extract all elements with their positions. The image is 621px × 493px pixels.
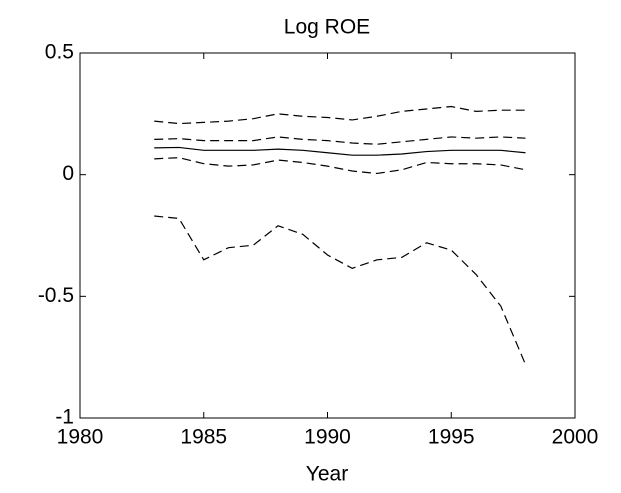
chart-title: Log ROE xyxy=(284,16,370,39)
x-tick-label: 1985 xyxy=(180,426,227,449)
x-tick-label: 1990 xyxy=(304,426,351,449)
data-line xyxy=(154,215,527,365)
x-tick-label: 2000 xyxy=(552,426,599,449)
data-line xyxy=(154,146,526,156)
y-tick-label: -1 xyxy=(55,406,74,429)
axes-box xyxy=(79,52,576,419)
y-tick-label: -0.5 xyxy=(38,284,74,307)
data-line xyxy=(154,136,526,145)
x-axis-label: Year xyxy=(306,463,348,486)
y-tick-label: 0.5 xyxy=(45,41,74,64)
data-line xyxy=(154,157,526,175)
x-tick-label: 1980 xyxy=(57,426,104,449)
data-line xyxy=(154,105,526,125)
y-tick-label: 0 xyxy=(62,162,74,185)
x-tick-label: 1995 xyxy=(428,426,475,449)
